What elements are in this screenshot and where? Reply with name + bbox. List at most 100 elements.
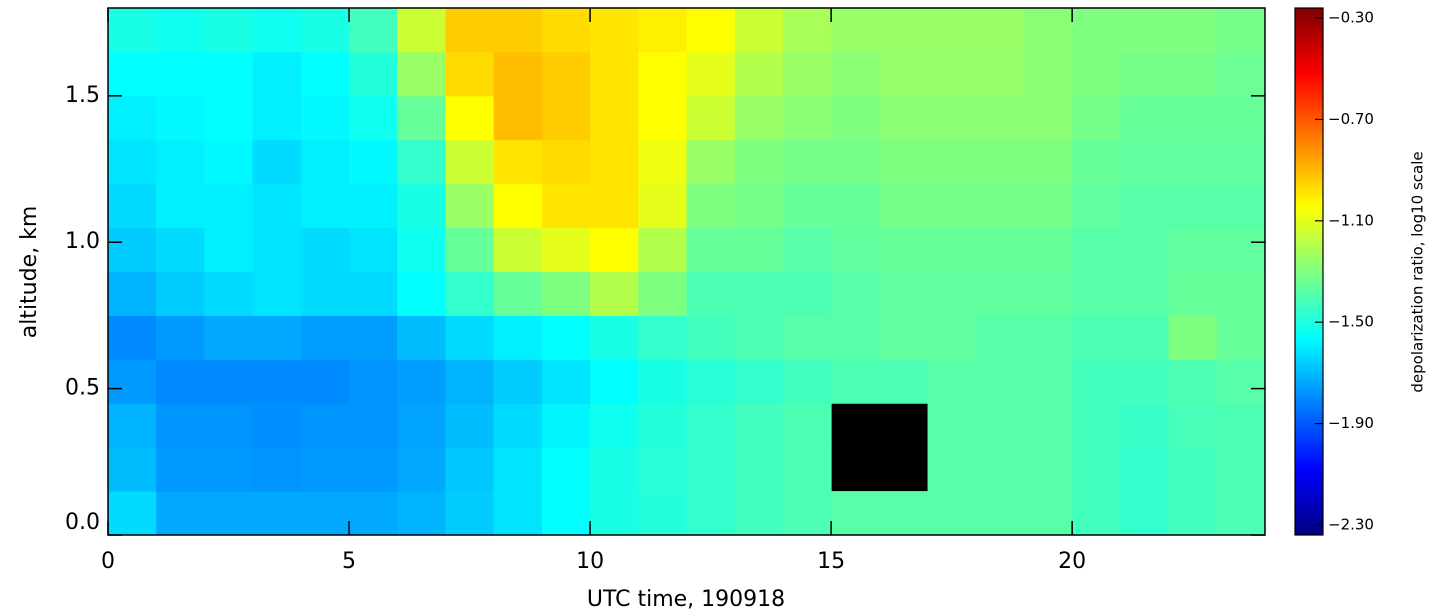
cell [252, 447, 302, 492]
colorbar-step [1295, 100, 1323, 104]
cell [782, 271, 832, 316]
colorbar-step [1295, 213, 1323, 217]
colorbar-step [1295, 453, 1323, 457]
colorbar-tick-label: −0.70 [1328, 110, 1374, 128]
cell [638, 271, 687, 316]
cell [1168, 447, 1218, 492]
cell [300, 8, 350, 53]
cell [397, 51, 446, 97]
cell [445, 271, 495, 316]
cell [108, 403, 157, 448]
cell [349, 95, 398, 141]
cell [493, 51, 543, 97]
colorbar-step [1295, 303, 1323, 307]
cell [1023, 491, 1073, 536]
cell [927, 95, 977, 141]
colorbar-step [1295, 434, 1323, 439]
cell [349, 315, 398, 360]
cell [1216, 8, 1266, 53]
cell [831, 227, 880, 272]
cell [1216, 139, 1266, 185]
cell [927, 403, 977, 448]
colorbar-step [1295, 384, 1323, 388]
cell [156, 447, 205, 492]
colorbar-step [1295, 297, 1323, 301]
cell [1168, 359, 1218, 404]
cell [541, 271, 591, 316]
cell [1216, 271, 1266, 316]
cell [541, 139, 591, 185]
cell [782, 491, 832, 536]
cell [734, 139, 784, 185]
cell [1120, 403, 1170, 448]
cell [204, 271, 254, 316]
cell [1120, 51, 1170, 97]
cell [927, 271, 977, 316]
cell [686, 359, 736, 404]
cell [975, 51, 1025, 97]
cell [734, 315, 784, 360]
colorbar-step [1295, 158, 1323, 162]
cell [252, 271, 302, 316]
cell [1168, 51, 1218, 97]
cell [252, 227, 302, 272]
cell [445, 315, 495, 360]
colorbar-step [1295, 387, 1323, 391]
colorbar-step [1295, 150, 1323, 154]
plot-frame [107, 7, 1266, 536]
colorbar-step [1295, 245, 1323, 249]
colorbar-tick-label: −0.30 [1328, 9, 1374, 27]
cell [493, 359, 543, 404]
colorbar-step [1295, 168, 1323, 172]
cell [541, 447, 591, 492]
cell [108, 447, 157, 492]
cell [638, 359, 687, 404]
cell [1120, 95, 1170, 141]
colorbar-step [1295, 432, 1323, 436]
colorbar-step [1295, 466, 1323, 470]
cell [349, 359, 398, 404]
colorbar-step [1295, 529, 1323, 533]
colorbar-step [1295, 36, 1323, 41]
cell [300, 51, 350, 97]
colorbar-step [1295, 413, 1323, 417]
cell [686, 271, 736, 316]
cell [1216, 51, 1266, 97]
cell [879, 183, 929, 229]
cell [156, 491, 205, 536]
x-tick-label: 5 [342, 549, 356, 574]
cell [252, 8, 302, 53]
cell [686, 491, 736, 536]
colorbar-step [1295, 461, 1323, 465]
x-tick-label: 10 [576, 549, 604, 574]
cell [1072, 491, 1121, 536]
cell [445, 8, 495, 53]
cell [300, 227, 350, 272]
cell [1168, 139, 1218, 185]
cell [445, 491, 495, 536]
colorbar-step [1295, 519, 1323, 523]
cell [590, 271, 639, 316]
y-axis-label: altitude, km [17, 206, 42, 339]
cell [1120, 271, 1170, 316]
cell [975, 403, 1025, 448]
colorbar-step [1295, 445, 1323, 449]
colorbar-step [1295, 498, 1323, 502]
colorbar-step [1295, 139, 1323, 143]
x-tick-label: 15 [817, 549, 845, 574]
colorbar-step [1295, 97, 1323, 101]
cell [108, 359, 157, 404]
colorbar: −2.30 −1.90 −1.50 −1.10 −0.70 −0.30 [1294, 7, 1374, 536]
colorbar-step [1295, 63, 1323, 67]
cell [252, 491, 302, 536]
colorbar-step [1295, 308, 1323, 312]
colorbar-step [1295, 116, 1323, 120]
colorbar-step [1295, 490, 1323, 494]
colorbar-tick-label: −2.30 [1328, 516, 1374, 534]
cell [156, 227, 205, 272]
colorbar-step [1295, 334, 1323, 338]
cell [638, 447, 687, 492]
colorbar-step [1295, 21, 1323, 25]
cell [782, 183, 832, 229]
cell [300, 447, 350, 492]
